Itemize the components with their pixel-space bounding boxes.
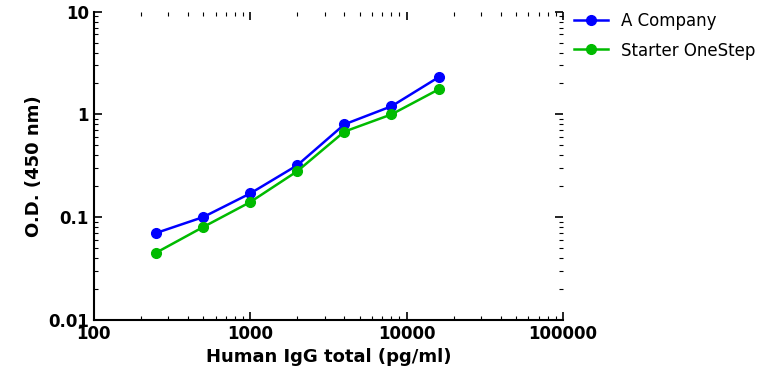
A Company	[152, 230, 161, 235]
Line: Starter OneStep: Starter OneStep	[151, 85, 443, 257]
A Company	[246, 191, 255, 196]
Starter OneStep	[434, 87, 443, 92]
A Company	[434, 75, 443, 80]
Starter OneStep	[199, 225, 208, 229]
A Company	[292, 163, 302, 168]
Starter OneStep	[292, 169, 302, 174]
Starter OneStep	[246, 200, 255, 204]
X-axis label: Human IgG total (pg/ml): Human IgG total (pg/ml)	[206, 348, 451, 366]
A Company	[339, 122, 349, 127]
Line: A Company: A Company	[151, 73, 443, 238]
A Company	[199, 215, 208, 220]
Starter OneStep	[152, 250, 161, 255]
Legend: A Company, Starter OneStep: A Company, Starter OneStep	[568, 5, 762, 67]
A Company	[387, 104, 396, 108]
Y-axis label: O.D. (450 nm): O.D. (450 nm)	[24, 95, 42, 237]
Starter OneStep	[339, 129, 349, 134]
Starter OneStep	[387, 112, 396, 117]
